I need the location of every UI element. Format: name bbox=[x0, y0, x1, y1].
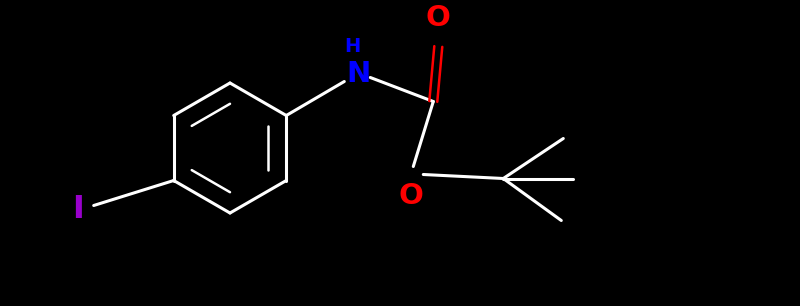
Text: I: I bbox=[72, 194, 84, 225]
Text: N: N bbox=[346, 59, 370, 88]
Text: H: H bbox=[344, 36, 361, 55]
Text: O: O bbox=[399, 182, 424, 211]
Text: O: O bbox=[426, 5, 450, 32]
